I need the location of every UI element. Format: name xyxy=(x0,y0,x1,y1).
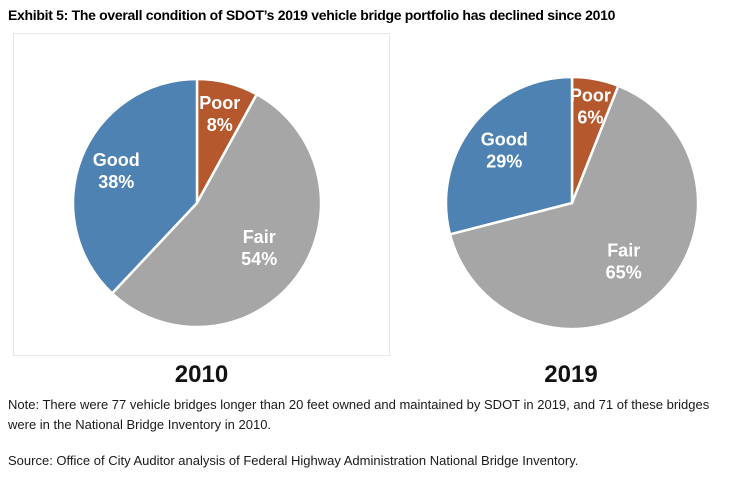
pie-2019-slice-good xyxy=(444,75,574,236)
chart-axis-label-2010: 2010 xyxy=(174,361,229,388)
pie-chart-2010-frame: Poor 8% Fair 54% Good 38% xyxy=(13,33,390,356)
chart-axis-label-2019: 2019 xyxy=(544,361,598,388)
pie-2019-slice-fair xyxy=(448,84,700,331)
pie-2010-label-poor: Poor 8% xyxy=(199,93,240,135)
exhibit-title: Exhibit 5: The overall condition of SDOT… xyxy=(8,7,616,23)
pie-2010-label-good: Good 38% xyxy=(93,150,140,192)
pie-2010-slice-good xyxy=(71,77,199,295)
note-text: Note: There were 77 vehicle bridges long… xyxy=(8,397,710,432)
pie-2019-label-good: Good 29% xyxy=(481,130,528,172)
pie-2010-label-fair: Fair 54% xyxy=(241,227,277,269)
source-text: Source: Office of City Auditor analysis … xyxy=(8,453,579,468)
pie-2019-label-poor: Poor 6% xyxy=(570,86,611,128)
pie-chart-2010: Poor 8% Fair 54% Good 38% xyxy=(71,77,323,329)
pie-2010-slice-fair xyxy=(110,93,323,329)
pie-chart-2019: Poor 6% Fair 65% Good 29% xyxy=(444,75,700,331)
pie-2019-label-fair: Fair 65% xyxy=(606,241,642,283)
